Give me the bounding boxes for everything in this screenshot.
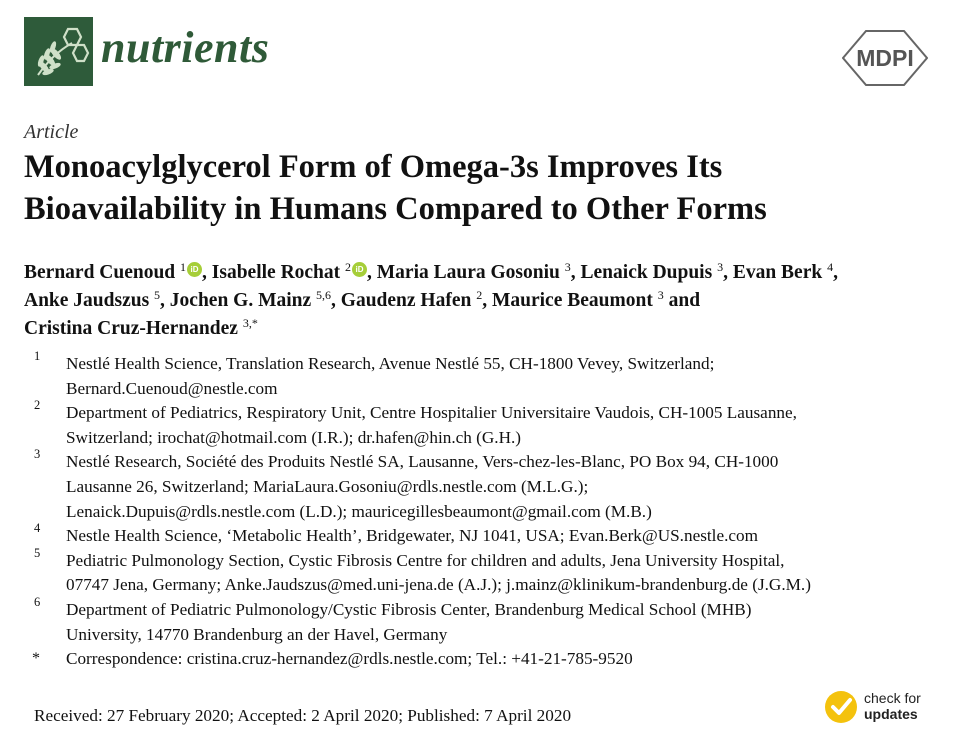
title-line: Monoacylglycerol Form of Omega-3s Improv…	[24, 149, 723, 185]
affiliation-line: Department of Pediatrics, Respiratory Un…	[66, 403, 797, 423]
author-name: Maria Laura Gosoniu	[376, 262, 560, 283]
author-affiliation-marker: 3	[717, 260, 724, 274]
journal-name: nutrients	[101, 23, 270, 72]
affiliation-line: Switzerland; irochat@hotmail.com (I.R.);…	[66, 427, 522, 447]
affiliation-number: 6	[34, 594, 41, 609]
author-separator: ,	[367, 262, 377, 283]
affiliation-line: Correspondence: cristina.cruz-hernandez@…	[66, 649, 633, 669]
affiliation-line: Nestlé Research, Société des Produits Ne…	[66, 452, 779, 472]
check-updates-line1: check for	[864, 690, 921, 706]
affiliation-number: 2	[34, 398, 41, 413]
author-separator: ,	[160, 290, 170, 311]
author-affiliation-marker: 4	[827, 260, 834, 274]
journal-logo-icon	[24, 17, 93, 86]
author-affiliation-marker: 5	[154, 288, 161, 302]
author-affiliation-marker: 2	[476, 288, 483, 302]
author-affiliation-marker: 3	[564, 260, 571, 274]
author-name: Cristina Cruz-Hernandez	[24, 318, 238, 339]
author-name: Isabelle Rochat	[211, 262, 341, 283]
author-affiliation-marker: 1	[180, 260, 187, 274]
check-updates-line2: updates	[864, 706, 918, 722]
article-title: Monoacylglycerol Form of Omega-3s Improv…	[24, 146, 944, 230]
affiliation-item: 4 Nestle Health Science, ‘Metabolic Healt…	[24, 521, 944, 549]
affiliation-line: Bernard.Cuenoud@nestle.com	[66, 378, 278, 398]
author-separator: ,	[202, 262, 212, 283]
affiliation-line: Nestlé Health Science, Translation Resea…	[66, 354, 715, 373]
author-affiliation-marker: 3	[657, 288, 664, 302]
author-name: Evan Berk	[732, 262, 823, 283]
author-affiliation-marker: 2	[345, 260, 352, 274]
title-line: Bioavailability in Humans Compared to Ot…	[24, 191, 767, 227]
affiliation-item: 6 Department of Pediatric Pulmonology/Cys…	[24, 595, 944, 647]
affiliation-number: 3	[34, 447, 41, 462]
author-affiliation-marker: 5,6	[316, 288, 332, 302]
author-name: Jochen G. Mainz	[169, 290, 312, 311]
author-name: Anke Jaudszus	[24, 290, 150, 311]
affiliation-line: Nestle Health Science, ‘Metabolic Health…	[66, 526, 758, 546]
article-type: Article	[24, 121, 79, 143]
author-separator: and	[663, 290, 705, 311]
check-updates-icon	[825, 691, 857, 723]
affiliation-list: 1 Nestlé Health Science, Translation Rese…	[24, 349, 944, 672]
affiliation-item: 5 Pediatric Pulmonology Section, Cystic F…	[24, 546, 944, 598]
check-for-updates-button[interactable]: check for updates	[824, 690, 934, 726]
author-separator: ,	[570, 262, 581, 283]
author-name: Lenaick Dupuis	[580, 262, 713, 283]
affiliation-line: 07747 Jena, Germany; Anke.Jaudszus@med.u…	[66, 575, 811, 595]
affiliation-line: University, 14770 Brandenburg an der Hav…	[66, 624, 448, 644]
affiliation-number: 5	[34, 545, 41, 560]
orcid-icon[interactable]: iD	[187, 262, 203, 277]
author-name: Bernard Cuenoud	[24, 262, 176, 283]
affiliation-item: 2 Department of Pediatrics, Respiratory U…	[24, 398, 944, 450]
publication-dates: Received: 27 February 2020; Accepted: 2 …	[34, 706, 572, 725]
affiliation-number: *	[32, 650, 40, 668]
orcid-icon[interactable]: iD	[352, 262, 368, 277]
affiliation-item: 3 Nestlé Research, Société des Produits N…	[24, 447, 944, 524]
author-name: Gaudenz Hafen	[340, 290, 472, 311]
author-list: Bernard Cuenoud 1 iD, Isabelle Rochat 2 iD…	[24, 259, 944, 343]
publisher-logo: MDPI	[841, 30, 929, 86]
affiliation-number: 1	[34, 349, 41, 363]
affiliation-line: Department of Pediatric Pulmonology/Cyst…	[66, 599, 752, 619]
author-affiliation-marker: 3,*	[242, 316, 258, 330]
author-separator: ,	[833, 262, 838, 283]
affiliation-line: Lausanne 26, Switzerland; MariaLaura.Gos…	[66, 476, 589, 496]
check-updates-label: check for updates	[864, 690, 921, 722]
author-name: Maurice Beaumont	[491, 290, 653, 311]
affiliation-item: * Correspondence: cristina.cruz-hernandez…	[24, 647, 944, 672]
publisher-name: MDPI	[856, 45, 914, 71]
affiliation-line: Lenaick.Dupuis@rdls.nestle.com (L.D.); m…	[66, 501, 652, 521]
author-separator: ,	[331, 290, 341, 311]
affiliation-line: Pediatric Pulmonology Section, Cystic Fi…	[66, 550, 785, 570]
author-separator: ,	[723, 262, 733, 283]
affiliation-number: 4	[34, 521, 41, 536]
author-separator: ,	[482, 290, 492, 311]
affiliation-item: 1 Nestlé Health Science, Translation Rese…	[24, 349, 944, 401]
